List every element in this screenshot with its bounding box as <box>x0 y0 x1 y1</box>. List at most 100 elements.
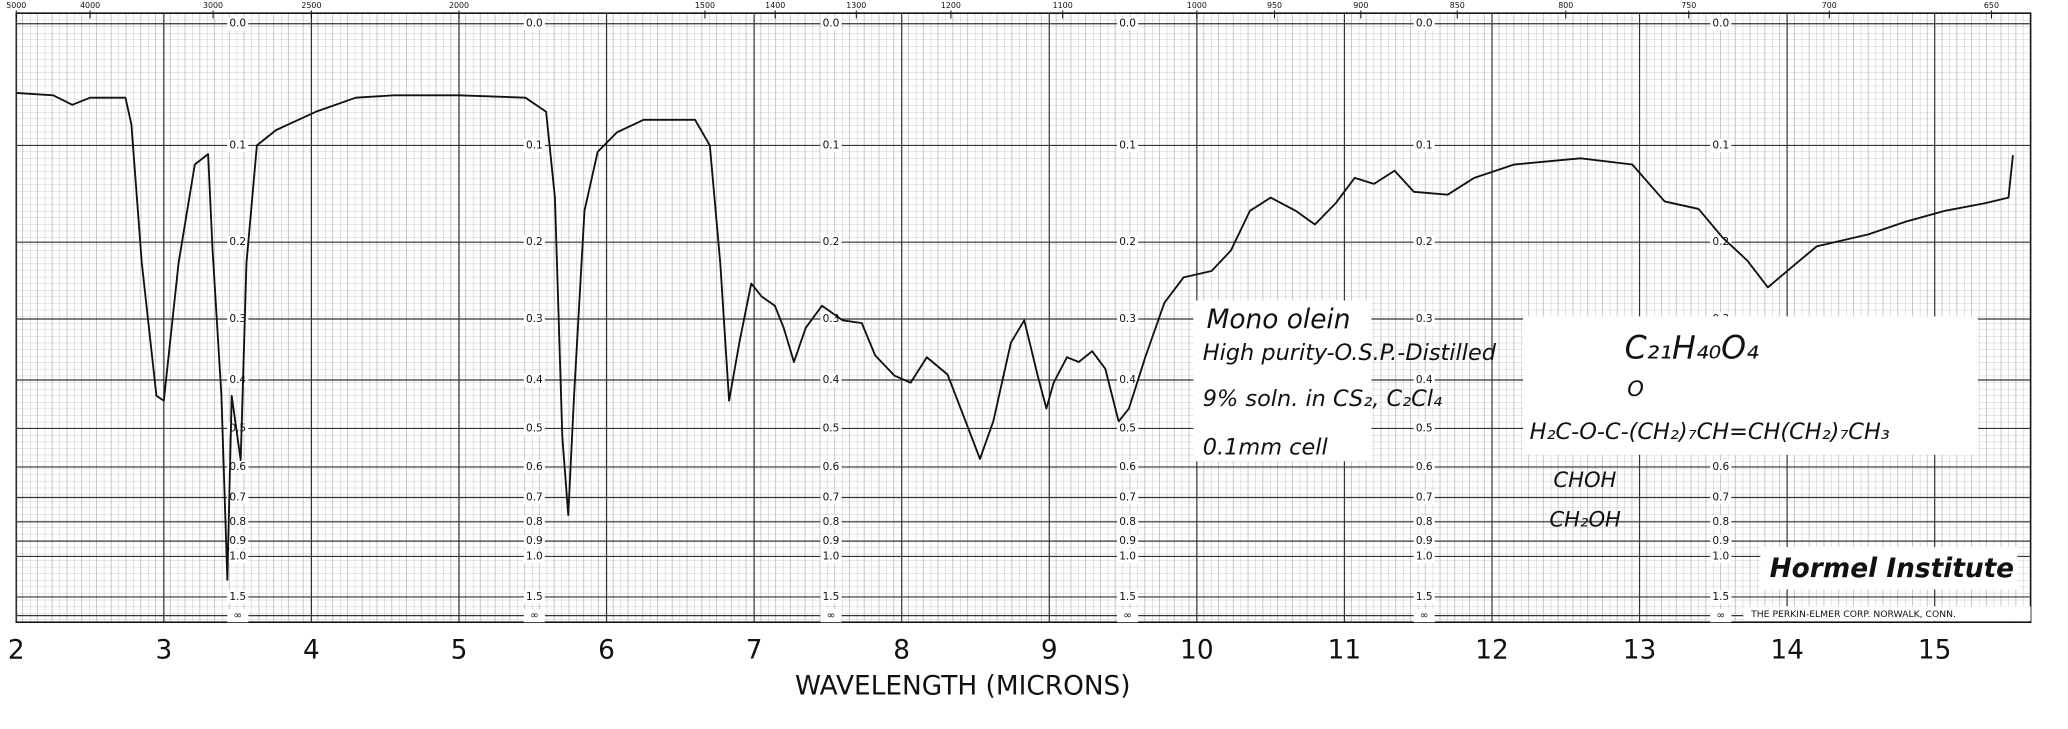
y-tick-label: 0.7 <box>823 492 840 504</box>
annotation-box <box>1523 316 1978 455</box>
label-box <box>1413 609 1435 623</box>
annotation: CH₂OH <box>1549 507 1621 532</box>
x2-tick-label: 5000 <box>6 1 26 10</box>
label-box <box>1117 312 1139 326</box>
y-tick-label: 0.4 <box>1119 374 1136 386</box>
annotation: 0.1mm cell <box>1203 435 1329 461</box>
x-tick-label: 9 <box>1041 636 1058 666</box>
label-box <box>1413 312 1435 326</box>
y-tick-label: 0.1 <box>1416 139 1433 151</box>
label-box <box>523 609 545 623</box>
x-tick-label: 3 <box>155 636 172 666</box>
x-tick-label: 11 <box>1328 636 1362 666</box>
label-box <box>1413 373 1435 387</box>
label-box <box>820 609 842 623</box>
y-tick-label: 1.5 <box>823 591 840 603</box>
label-box <box>227 490 249 505</box>
y-tick-label: 0.2 <box>229 236 246 248</box>
y-tick-label: 0.1 <box>1119 139 1136 151</box>
label-box <box>523 590 545 604</box>
label-box <box>523 235 545 249</box>
y-tick-label: 1.0 <box>229 550 246 562</box>
x2-tick-label: 700 <box>1822 1 1837 10</box>
y-tick-label: ∞ <box>1123 610 1132 622</box>
x2-tick-label: 900 <box>1353 1 1368 10</box>
label-box <box>227 17 249 31</box>
annotation: Mono olein <box>1207 305 1351 335</box>
label-box <box>523 490 545 505</box>
label-box <box>227 460 249 474</box>
label-box <box>1710 590 1732 604</box>
x2-tick-label: 1200 <box>941 1 961 10</box>
label-box <box>1117 490 1139 505</box>
label-box <box>523 534 545 548</box>
y-tick-label: ∞ <box>1420 610 1429 622</box>
x2-tick-label: 3000 <box>203 1 223 10</box>
y-tick-label: 0.0 <box>229 18 246 30</box>
y-tick-label: 0.4 <box>1416 374 1433 386</box>
annotation-box <box>1193 300 1372 462</box>
y-tick-label: 0.7 <box>229 492 246 504</box>
label-box <box>1413 549 1435 564</box>
label-box <box>820 421 842 436</box>
label-box <box>523 312 545 326</box>
annotation: O <box>1627 376 1644 401</box>
y-tick-label: 0.9 <box>823 535 840 547</box>
y-tick-label: 0.3 <box>823 313 840 325</box>
y-tick-label: 0.3 <box>526 313 543 325</box>
label-box <box>1413 534 1435 548</box>
label-box <box>1413 490 1435 505</box>
label-box <box>523 549 545 564</box>
y-tick-label: 0.6 <box>526 461 543 473</box>
y-tick-label: 0.6 <box>1119 461 1136 473</box>
annotation-box <box>1743 606 2031 621</box>
y-tick-label: 0.3 <box>1416 313 1433 325</box>
label-box <box>1413 421 1435 436</box>
x2-tick-label: 1400 <box>765 1 785 10</box>
label-box <box>227 312 249 326</box>
y-tick-label: 0.8 <box>823 516 840 528</box>
y-tick-label: 0.9 <box>1416 535 1433 547</box>
y-tick-label: 0.8 <box>526 516 543 528</box>
label-box <box>1117 373 1139 387</box>
label-box <box>1413 515 1435 529</box>
y-tick-label: ∞ <box>233 610 242 622</box>
y-tick-label: 1.0 <box>1712 550 1729 562</box>
label-box <box>820 235 842 249</box>
x2-tick-label: 750 <box>1681 1 1696 10</box>
y-tick-label: 0.0 <box>823 18 840 30</box>
x-tick-label: 7 <box>746 636 763 666</box>
label-box <box>1117 609 1139 623</box>
label-box <box>820 373 842 387</box>
label-box <box>820 515 842 529</box>
label-box <box>1413 138 1435 153</box>
label-box <box>1413 17 1435 31</box>
label-box <box>1117 534 1139 548</box>
annotation: High purity-O.S.P.-Distilled <box>1203 340 1497 366</box>
annotation: 9% soln. in CS₂, C₂Cl₄ <box>1203 386 1442 412</box>
annotation-box <box>1760 547 2018 590</box>
y-tick-label: 0.0 <box>1416 18 1433 30</box>
y-tick-label: 0.7 <box>526 492 543 504</box>
label-box <box>1117 549 1139 564</box>
x2-tick-label: 800 <box>1558 1 1573 10</box>
label-box <box>1710 549 1732 564</box>
label-box <box>227 421 249 436</box>
x-tick-label: 4 <box>303 636 320 666</box>
label-box <box>820 460 842 474</box>
label-box <box>1117 17 1139 31</box>
y-tick-label: 0.3 <box>1119 313 1136 325</box>
y-tick-label: 0.6 <box>823 461 840 473</box>
label-box <box>1710 235 1732 249</box>
annotation: H₂C-O-C-(CH₂)₇CH=CH(CH₂)₇CH₃ <box>1530 419 1890 445</box>
spectrum-line <box>16 92 2014 581</box>
x2-tick-label: 950 <box>1267 1 1282 10</box>
label-box <box>1117 235 1139 249</box>
annotation: Hormel Institute <box>1770 554 2014 584</box>
y-tick-label: ∞ <box>1716 610 1725 622</box>
x2-tick-label: 2500 <box>301 1 321 10</box>
label-box <box>1710 17 1732 31</box>
y-tick-label: 0.8 <box>1712 516 1729 528</box>
label-box <box>1117 590 1139 604</box>
y-tick-label: 0.8 <box>1119 516 1136 528</box>
